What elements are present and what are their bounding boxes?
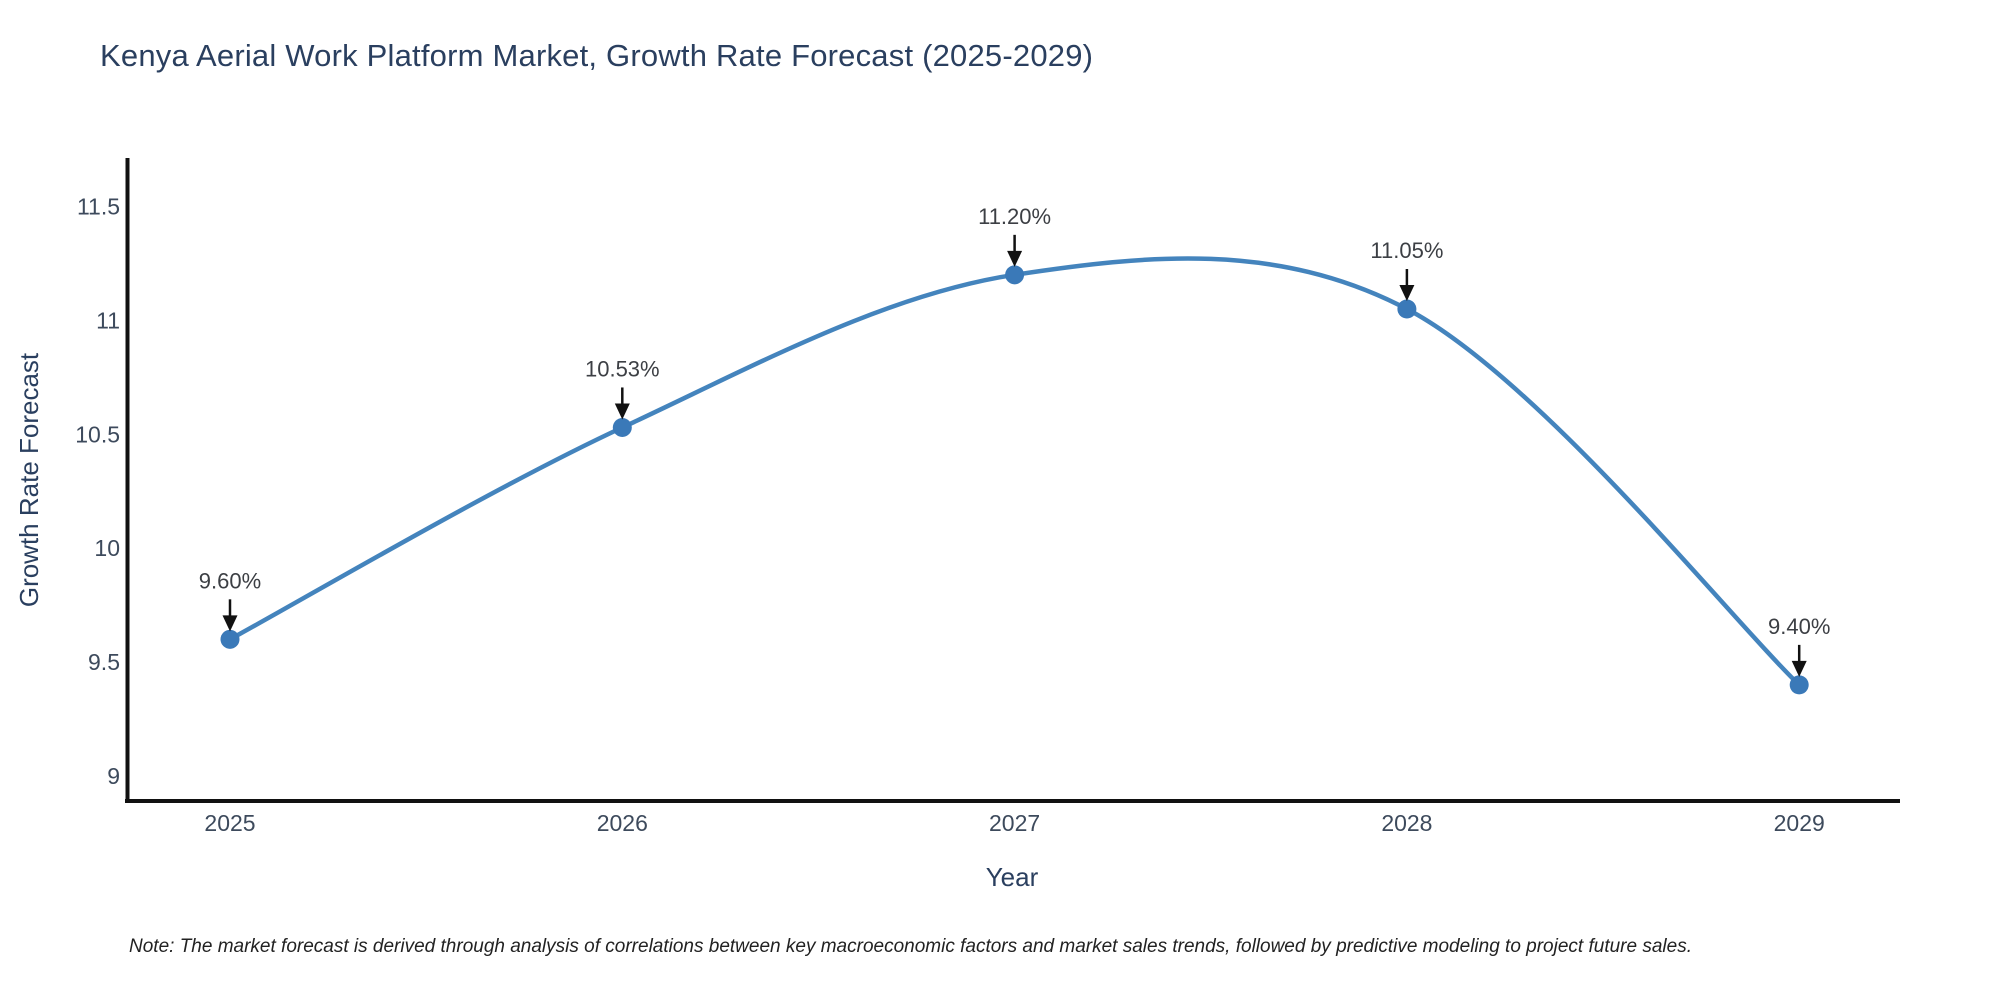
y-tick-label: 10.5	[75, 421, 120, 447]
data-point-label: 9.40%	[1768, 614, 1830, 639]
y-tick-label: 9	[107, 763, 120, 789]
x-tick-label: 2028	[1381, 810, 1432, 836]
data-point-marker[interactable]	[220, 629, 240, 649]
annotation-arrow-head-icon	[1399, 285, 1415, 302]
data-point-label: 11.05%	[1370, 238, 1443, 263]
annotation-arrow-head-icon	[1007, 250, 1023, 267]
annotation-arrow-head-icon	[1791, 660, 1807, 677]
x-tick-label: 2025	[204, 810, 255, 836]
data-point-marker[interactable]	[1397, 299, 1417, 319]
annotation-arrow-head-icon	[222, 615, 238, 632]
data-point-label: 10.53%	[585, 356, 660, 381]
y-axis-title: Growth Rate Forecast	[14, 352, 44, 607]
y-tick-label: 11.5	[77, 194, 120, 220]
y-tick-label: 10	[94, 535, 120, 561]
data-point-marker[interactable]	[612, 417, 632, 437]
data-point-marker[interactable]	[1789, 675, 1809, 695]
x-tick-label: 2029	[1774, 810, 1825, 836]
x-tick-label: 2026	[597, 810, 648, 836]
data-point-marker[interactable]	[1005, 265, 1025, 285]
x-axis-title: Year	[986, 862, 1039, 892]
chart-title: Kenya Aerial Work Platform Market, Growt…	[100, 38, 1094, 73]
data-point-label: 9.60%	[199, 568, 261, 593]
x-tick-label: 2027	[989, 810, 1040, 836]
y-tick-label: 9.5	[88, 649, 120, 675]
trend-line	[227, 256, 1802, 688]
y-tick-label: 11	[96, 307, 120, 333]
data-point-label: 11.20%	[978, 204, 1051, 229]
annotation-arrow-head-icon	[614, 403, 630, 420]
footnote: Note: The market forecast is derived thr…	[129, 936, 1692, 957]
